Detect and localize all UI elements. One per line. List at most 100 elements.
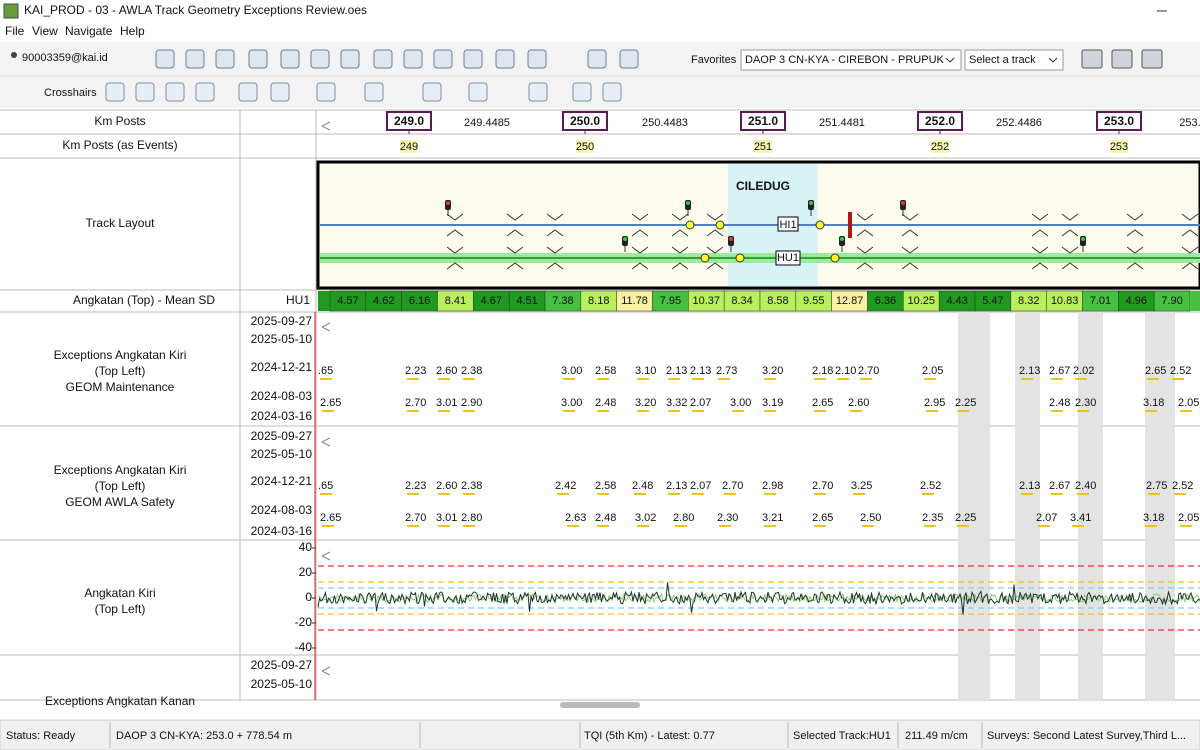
row-label: Track Layout [86, 216, 156, 230]
toolbar-button[interactable] [166, 83, 184, 101]
exception-value: 3.21 [762, 512, 783, 524]
exception-value: 2.10 [835, 365, 856, 377]
y-tick-label: -20 [295, 615, 313, 629]
exception-value: 3.01 [436, 397, 457, 409]
exception-value: 3.25 [851, 480, 872, 492]
exception-value: 3.00 [561, 397, 582, 409]
exception-value: 2.52 [1170, 365, 1191, 377]
status-field: TQI (5th Km) - Latest: 0.77 [584, 730, 715, 742]
menu-item[interactable]: Navigate [65, 24, 113, 38]
user-name[interactable]: 90003359@kai.id [22, 52, 108, 64]
exception-value: 2.60 [436, 480, 457, 492]
exception-value: 2.13 [666, 365, 687, 377]
highlight-band [958, 312, 990, 700]
exception-value: 3.41 [1070, 512, 1091, 524]
km-post: 250.0 [570, 114, 600, 128]
toolbar-button[interactable] [239, 83, 257, 101]
exception-value: 2.25 [955, 512, 976, 524]
print-button[interactable] [1112, 50, 1132, 68]
exception-value: 2.05 [922, 365, 943, 377]
scrollbar-thumb[interactable] [560, 702, 640, 708]
date-label: 2025-09-27 [251, 429, 313, 443]
date-label: 2024-08-03 [251, 503, 313, 517]
toolbar-button[interactable] [620, 50, 638, 68]
status-field: Surveys: Second Latest Survey,Third L... [987, 730, 1186, 742]
mean-sd-value: 7.95 [660, 295, 681, 307]
toolbar-button[interactable] [464, 50, 482, 68]
exception-value: 2.80 [461, 512, 482, 524]
status-field: 211.49 m/cm [905, 730, 968, 742]
exception-value: 3.32 [666, 397, 687, 409]
toolbar-button[interactable] [365, 83, 383, 101]
toolbar-button[interactable] [317, 83, 335, 101]
toolbar-button[interactable] [423, 83, 441, 101]
status-field: Selected Track:HU1 [793, 730, 891, 742]
menu-item[interactable]: View [32, 24, 58, 38]
toolbar-button[interactable] [603, 83, 621, 101]
toolbar-button[interactable] [136, 83, 154, 101]
row-label: (Top Left) [95, 364, 146, 378]
toolbar-button[interactable] [529, 83, 547, 101]
exception-value: 2.48 [595, 397, 616, 409]
print-button[interactable] [1142, 50, 1162, 68]
toolbar-button[interactable] [271, 83, 289, 101]
track-tag-label: HU1 [777, 252, 799, 264]
toolbar-button[interactable] [588, 50, 606, 68]
exception-value: 2.58 [595, 365, 616, 377]
row-label: Km Posts [94, 114, 145, 128]
toolbar-button[interactable] [469, 83, 487, 101]
menu-item[interactable]: Help [120, 24, 145, 38]
exception-value: 2.63 [565, 512, 586, 524]
favorites-label: Favorites [691, 54, 737, 66]
signal-light [729, 237, 733, 241]
exception-value: 3.10 [635, 365, 656, 377]
menu-item[interactable]: File [5, 24, 25, 38]
km-post-minor: 253. [1179, 117, 1200, 129]
mean-sd-value: 5.47 [982, 295, 1003, 307]
toolbar-button[interactable] [374, 50, 392, 68]
km-event: 249 [400, 141, 418, 153]
toolbar-button[interactable] [311, 50, 329, 68]
toolbar-button[interactable] [341, 50, 359, 68]
signal-light [840, 237, 844, 241]
row-label: Exceptions Angkatan Kanan [45, 694, 195, 708]
exception-value: 3.20 [635, 397, 656, 409]
date-label: 2025-09-27 [251, 314, 313, 328]
exception-value: 2.05 [1178, 397, 1199, 409]
toolbar-button[interactable] [496, 50, 514, 68]
toolbar-button[interactable] [156, 50, 174, 68]
exception-value: .65 [318, 480, 333, 492]
signal-light [1081, 237, 1085, 241]
exception-value: 2.30 [1075, 397, 1096, 409]
crosshairs-button[interactable]: Crosshairs [44, 87, 97, 99]
exception-value: 2.18 [812, 365, 833, 377]
exception-value: 3.19 [762, 397, 783, 409]
mean-sd-value: 10.37 [692, 295, 720, 307]
exception-value: 2.60 [436, 365, 457, 377]
exception-value: 2.50 [860, 512, 881, 524]
toolbar-button[interactable] [249, 50, 267, 68]
exception-value: 2.02 [1073, 365, 1094, 377]
toolbar-button[interactable] [528, 50, 546, 68]
window-title: KAI_PROD - 03 - AWLA Track Geometry Exce… [24, 3, 367, 17]
toolbar-button[interactable] [216, 50, 234, 68]
row-label: Angkatan Kiri [84, 586, 155, 600]
km-post: 252.0 [925, 114, 955, 128]
toolbar-button[interactable] [434, 50, 452, 68]
toolbar-button[interactable] [186, 50, 204, 68]
exception-value: 2.07 [690, 397, 711, 409]
row-label: (Top Left) [95, 602, 146, 616]
mean-sd-value: 4.62 [373, 295, 394, 307]
toolbar-button[interactable] [196, 83, 214, 101]
exception-value: 2.65 [812, 397, 833, 409]
date-label: 2024-12-21 [251, 474, 313, 488]
toolbar-button[interactable] [106, 83, 124, 101]
print-button[interactable] [1082, 50, 1102, 68]
toolbar-button[interactable] [281, 50, 299, 68]
toolbar-button[interactable] [573, 83, 591, 101]
app-icon [4, 4, 18, 18]
mean-sd-value: 8.34 [731, 295, 752, 307]
toolbar-button[interactable] [404, 50, 422, 68]
station-name: CILEDUG [736, 179, 790, 193]
